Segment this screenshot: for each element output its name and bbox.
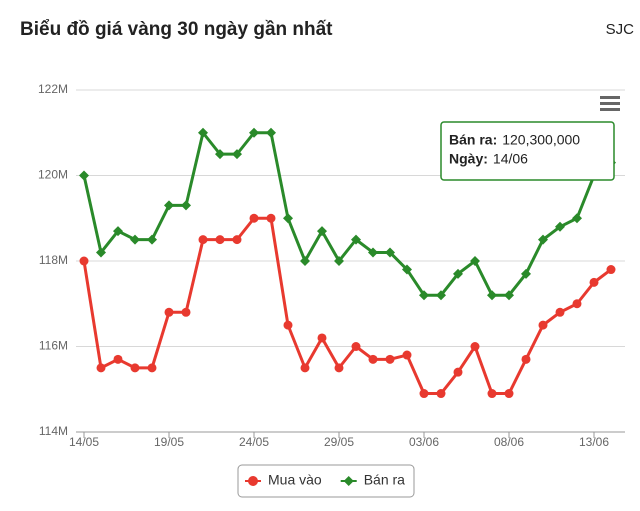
tooltip-key: Bán ra:: [449, 132, 497, 148]
point: [470, 256, 480, 266]
legend-swatch: [343, 476, 354, 486]
x-tick-label: 08/06: [494, 435, 524, 449]
legend-label: Mua vào: [268, 472, 322, 488]
point: [334, 363, 344, 373]
point: [521, 268, 531, 279]
point: [300, 256, 310, 266]
x-tick-label: 24/05: [239, 435, 269, 449]
tooltip-box: [440, 121, 615, 181]
x-tick-label: 19/05: [154, 435, 184, 449]
point: [572, 213, 582, 224]
y-tick-label: 114M: [39, 424, 68, 438]
point: [589, 277, 599, 287]
point: [266, 213, 276, 223]
point: [198, 127, 208, 138]
point: [130, 363, 140, 373]
point: [147, 363, 157, 373]
point: [232, 235, 242, 245]
point: [147, 234, 157, 245]
point: [521, 354, 531, 364]
point: [436, 290, 446, 301]
point: [215, 149, 225, 160]
point: [368, 247, 378, 258]
point: [385, 354, 395, 364]
point: [198, 235, 208, 245]
point: [96, 247, 106, 258]
point: [96, 363, 106, 373]
point: [283, 213, 293, 224]
menu-bar: [600, 108, 620, 111]
point: [538, 320, 548, 330]
point: [181, 307, 191, 317]
legend: Mua vào Bán ra: [237, 464, 415, 498]
x-tick-label: 14/05: [69, 435, 99, 449]
point: [249, 213, 259, 223]
point: [351, 342, 361, 351]
point: [453, 268, 463, 279]
point: [419, 389, 429, 399]
chart-title: Biểu đồ giá vàng 30 ngày gần nhất: [20, 19, 333, 40]
tooltip-date: 14/06: [493, 151, 528, 167]
legend-swatch: [248, 476, 258, 486]
point: [419, 290, 429, 301]
legend-box: [237, 464, 415, 498]
point: [317, 226, 327, 237]
point: [504, 290, 514, 301]
point: [232, 149, 242, 160]
point: [113, 226, 123, 237]
point: [266, 127, 276, 138]
y-tick-label: 120M: [38, 168, 68, 182]
tooltip-value: 120,300,000: [502, 132, 580, 148]
y-tick-label: 118M: [39, 253, 68, 267]
point: [487, 389, 497, 399]
point: [504, 389, 514, 399]
y-tick-label: 122M: [38, 82, 68, 96]
point: [334, 256, 344, 266]
point: [300, 363, 310, 373]
point: [385, 247, 395, 258]
series-line: [82, 216, 612, 396]
point: [79, 256, 89, 266]
point: [555, 221, 565, 232]
point: [368, 354, 378, 364]
point: [470, 342, 480, 351]
point: [79, 170, 89, 181]
y-tick-label: 116M: [39, 339, 68, 353]
menu-icon[interactable]: [600, 96, 620, 111]
point: [436, 389, 446, 399]
x-tick-label: 13/06: [579, 435, 609, 449]
point: [249, 127, 259, 138]
x-tick-label: 29/05: [324, 435, 354, 449]
point: [164, 200, 174, 211]
point: [283, 320, 293, 330]
menu-bar: [600, 96, 620, 99]
point: [402, 264, 412, 275]
point: [181, 200, 191, 211]
point: [113, 354, 123, 364]
point: [555, 307, 565, 317]
point: [351, 234, 361, 245]
point: [538, 234, 548, 245]
point: [317, 333, 327, 343]
chart-subtitle: SJC: [606, 21, 635, 38]
point: [606, 265, 616, 275]
point: [164, 307, 174, 317]
point: [130, 234, 140, 245]
point: [453, 367, 463, 377]
tooltip: Bán ra: 120,300,000 Ngày: 14/06: [440, 121, 615, 181]
point: [487, 290, 497, 301]
menu-bar: [600, 102, 620, 105]
x-tick-label: 03/06: [409, 435, 439, 449]
legend-label: Bán ra: [364, 472, 405, 488]
point: [572, 299, 582, 309]
point: [402, 350, 412, 360]
tooltip-key: Ngày:: [449, 151, 488, 167]
point: [215, 235, 225, 245]
